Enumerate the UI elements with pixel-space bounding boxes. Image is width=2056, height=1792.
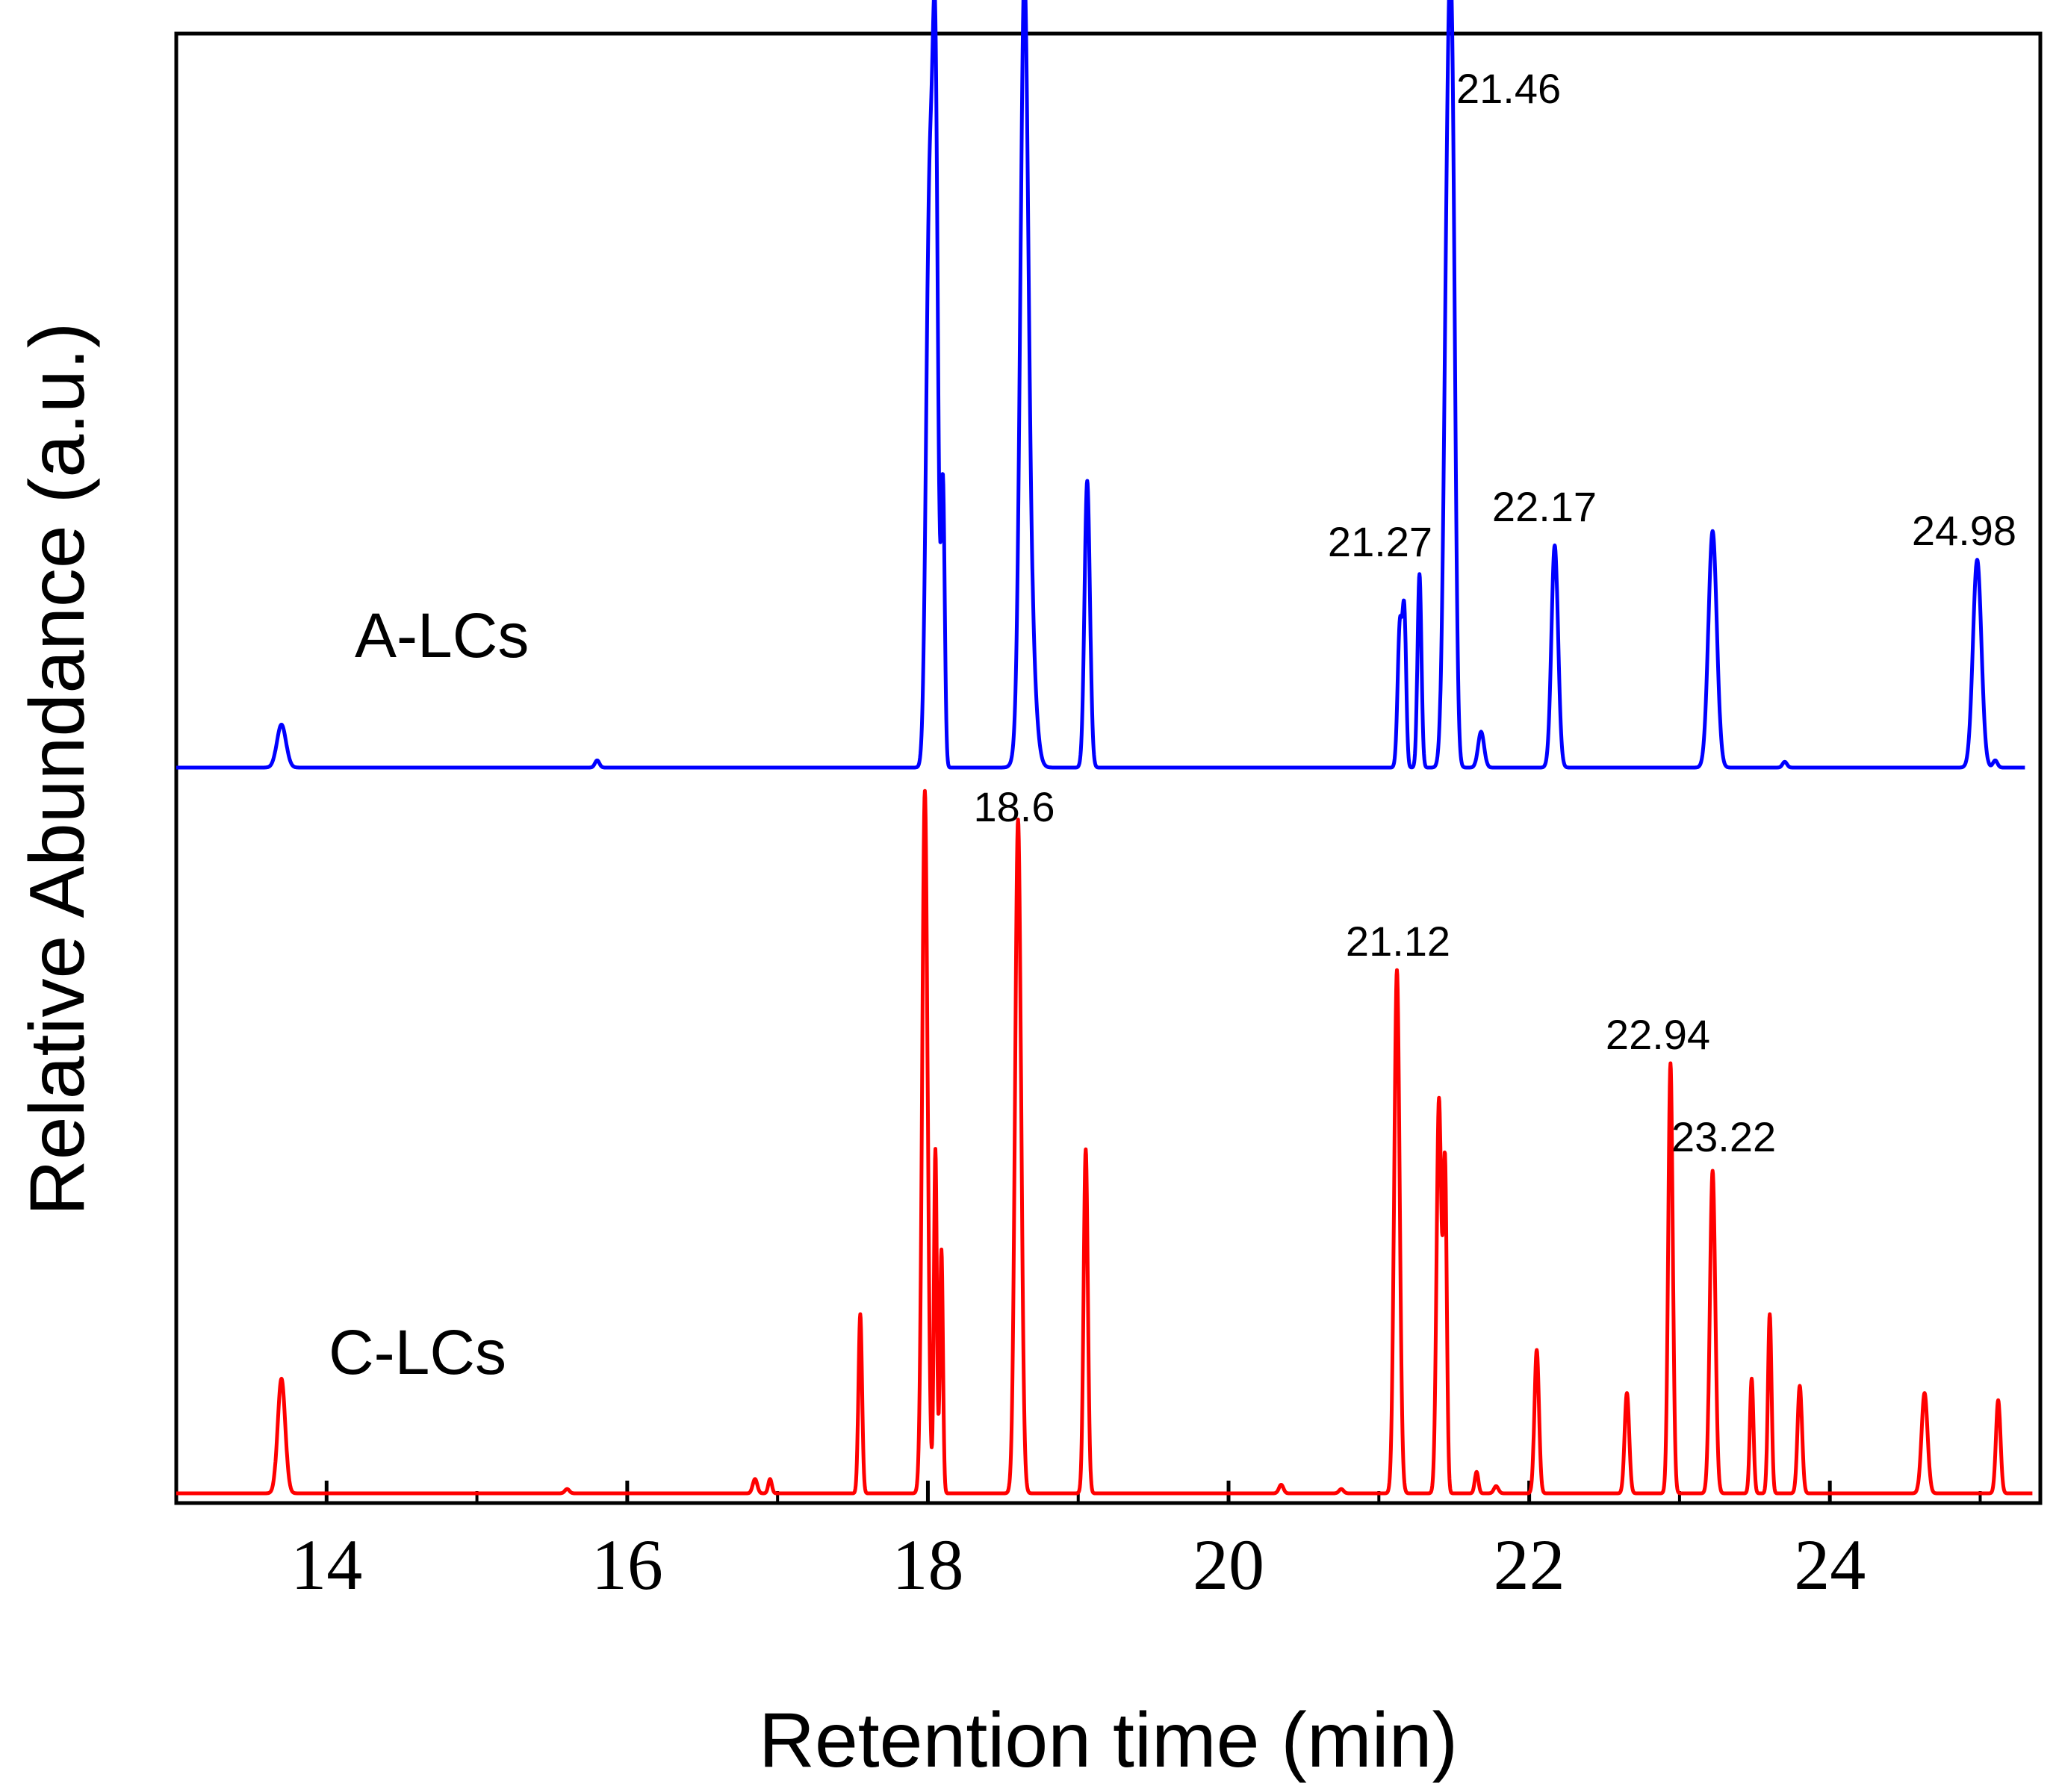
peak-label: 23.22 (1671, 1113, 1776, 1160)
peak-label: 21.46 (1456, 65, 1561, 112)
peak-label: 18.6 (974, 783, 1055, 830)
x-tick-label: 18 (892, 1525, 963, 1605)
traces (175, 0, 2034, 1496)
series-label-c-lcs: C-LCs (329, 1317, 506, 1387)
trace-a-lcs (175, 0, 2027, 770)
x-tick-label: 16 (591, 1525, 663, 1605)
peak-label: 21.27 (1328, 518, 1432, 565)
peak-label: 22.94 (1606, 1011, 1710, 1058)
peak-annotations: 21.46 21.27 22.17 24.98 18.6 21.12 22.94 23.22 (974, 65, 2017, 1160)
x-tick-label: 20 (1193, 1525, 1264, 1605)
trace-c-lcs (175, 788, 2034, 1496)
peak-label: 22.17 (1492, 483, 1597, 530)
series-label-a-lcs: A-LCs (355, 600, 529, 671)
series-labels: A-LCs C-LCs (329, 600, 529, 1387)
peak-label: 24.98 (1912, 507, 2016, 554)
x-axis-ticks: 14 16 18 20 22 24 (175, 1481, 1982, 1605)
x-tick-label: 22 (1494, 1525, 1565, 1605)
x-tick-label: 24 (1794, 1525, 1866, 1605)
peak-label: 21.12 (1346, 918, 1450, 965)
x-axis-title: Retention time (min) (759, 1697, 1458, 1784)
y-axis-title: Relative Abundance (a.u.) (14, 323, 101, 1216)
x-tick-label: 14 (291, 1525, 362, 1605)
